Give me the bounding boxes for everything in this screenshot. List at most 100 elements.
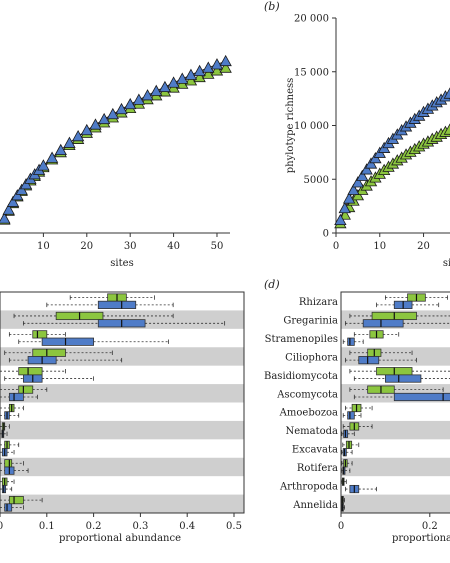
- data-point-triangle: [193, 70, 206, 83]
- panel-a-richness-curve: 10 20 30 40 50 sites: [0, 54, 232, 269]
- data-point-triangle: [193, 64, 206, 77]
- x-tick-label: 20: [417, 241, 430, 252]
- y-axis-label: phylotype richness: [285, 78, 296, 174]
- data-point-triangle: [71, 129, 85, 142]
- blue-box: [8, 392, 24, 402]
- category-label: Rotifera: [297, 463, 338, 474]
- data-point-triangle: [184, 74, 198, 86]
- row-band: [341, 457, 450, 477]
- x-axis-label: proportional abundance: [59, 533, 181, 544]
- data-point-triangle: [0, 212, 11, 224]
- data-point-triangle: [124, 97, 137, 110]
- data-point-triangle: [132, 93, 146, 105]
- data-point-triangle: [80, 123, 93, 136]
- blue-box: [347, 337, 355, 346]
- green-box: [18, 367, 43, 376]
- x-tick-label: 0: [0, 521, 3, 532]
- x-tick-label: 30: [124, 241, 137, 252]
- data-point-triangle: [210, 58, 224, 70]
- data-point-triangle: [6, 195, 20, 207]
- x-tick-label: 0: [333, 241, 339, 252]
- row-band: [341, 347, 450, 366]
- green-box: [18, 385, 34, 394]
- x-axis-label: sites: [110, 258, 133, 269]
- blue-box: [4, 503, 13, 512]
- green-box: [4, 459, 13, 468]
- green-box: [32, 348, 66, 357]
- panel-d-label: (d): [264, 278, 280, 291]
- category-label: Amoebozoa: [279, 408, 338, 419]
- data-point-triangle: [141, 89, 154, 101]
- x-tick-label: 0: [338, 521, 344, 532]
- category-label: Annelida: [292, 500, 338, 511]
- x-tick-label: 10: [37, 241, 50, 252]
- blue-box: [384, 374, 422, 383]
- row-band: [0, 384, 244, 403]
- row-band: [341, 420, 450, 440]
- row-band: [341, 494, 450, 513]
- x-axis-label: si: [443, 258, 450, 269]
- data-point-triangle: [167, 76, 180, 88]
- x-axis-label: proportiona: [392, 533, 450, 544]
- category-label: Ascomycota: [276, 389, 338, 400]
- x-tick-label: 40: [167, 241, 180, 252]
- data-point-triangle: [45, 151, 59, 163]
- data-point-triangle: [176, 72, 189, 84]
- data-point-triangle: [351, 176, 365, 188]
- category-label: Nematoda: [285, 426, 338, 437]
- blue-box: [41, 337, 94, 346]
- x-tick-label: 10: [373, 241, 386, 252]
- y-tick-label: 10 000: [294, 121, 329, 132]
- data-point-triangle: [19, 178, 33, 190]
- blue-box: [362, 319, 404, 328]
- category-label: Ciliophora: [285, 352, 338, 363]
- data-point-triangle: [342, 192, 356, 204]
- data-point-triangle: [356, 169, 369, 181]
- panel-b-label: (b): [264, 0, 280, 13]
- category-label: Excavata: [292, 445, 338, 456]
- y-tick-label: 20 000: [294, 14, 329, 25]
- data-point-triangle: [338, 201, 351, 214]
- data-point-triangle: [158, 80, 172, 93]
- x-tick-label: 0.1: [39, 521, 55, 532]
- y-tick-label: 5000: [304, 175, 329, 186]
- row-band: [0, 494, 244, 513]
- data-point-triangle: [219, 61, 232, 73]
- data-point-triangle: [63, 136, 76, 148]
- data-point-triangle: [184, 68, 198, 80]
- plot-frame: [340, 291, 450, 514]
- blue-box: [393, 392, 450, 402]
- x-tick-label: 0.5: [226, 521, 242, 532]
- blue-box: [97, 300, 137, 309]
- category-label: Basidiomycota: [264, 371, 338, 382]
- panel-b-richness-curve: (b) 0 10 20 0 5000 10 000 15 000 20 000 si phylot…: [264, 0, 450, 269]
- row-band: [0, 420, 244, 440]
- data-point-triangle: [15, 183, 28, 195]
- y-tick-label: 0: [323, 229, 329, 240]
- x-tick-label: 0.2: [422, 521, 438, 532]
- plot-frame: [0, 291, 245, 514]
- data-point-triangle: [360, 163, 373, 175]
- category-label: Arthropoda: [279, 481, 338, 492]
- green-box: [32, 330, 48, 339]
- data-point-triangle: [150, 84, 163, 96]
- x-tick-label: 20: [80, 241, 93, 252]
- category-label: Rhizara: [299, 297, 338, 308]
- data-point-triangle: [347, 183, 360, 195]
- category-label: Gregarinia: [283, 316, 338, 327]
- category-label: Stramenopiles: [265, 334, 338, 345]
- data-point-triangle: [54, 143, 67, 156]
- x-tick-label: 0.4: [179, 521, 195, 532]
- data-point-triangle: [219, 54, 232, 67]
- data-point-triangle: [202, 61, 215, 73]
- green-box: [8, 496, 24, 505]
- data-point-triangle: [334, 213, 347, 226]
- data-point-triangle: [2, 203, 15, 215]
- row-band: [0, 457, 244, 477]
- blue-box: [358, 356, 380, 365]
- panel-c-abundance-boxplot: 0 0.1 0.2 0.3 0.4 0.5 proportional abundance: [0, 291, 245, 544]
- series-line: [3, 67, 226, 220]
- data-point-triangle: [37, 159, 50, 171]
